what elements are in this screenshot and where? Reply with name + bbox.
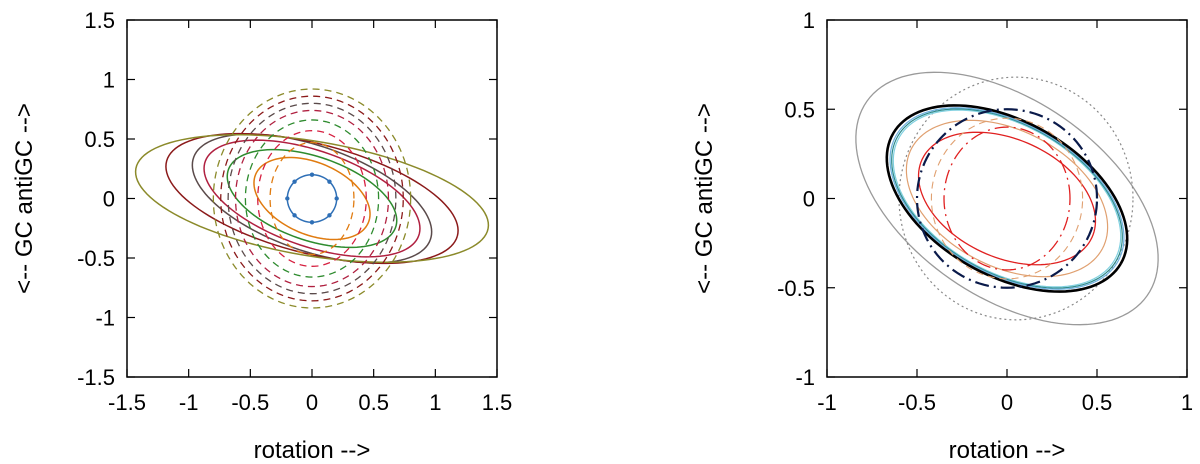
x-tick-label: 1 (429, 390, 441, 415)
y-tick-label: -1 (95, 306, 115, 331)
x-tick-label: 1 (1181, 390, 1193, 415)
right-panel: -1 -0.5 0 0.5 1 -1 -0.5 0 0.5 1 rotation --> <-- GC… (691, 8, 1193, 464)
series-marker (292, 179, 297, 184)
series-curve-4 (889, 107, 1125, 290)
x-tick-label: -1 (179, 390, 199, 415)
series-curve-8 (915, 108, 1099, 289)
y-axis-label: <-- GC antiGC --> (11, 103, 38, 294)
series-marker (285, 196, 290, 201)
y-tick-label: 1.5 (84, 8, 115, 33)
series-curve-12 (220, 95, 404, 302)
x-tick-label: -1.5 (108, 390, 146, 415)
y-tick-label: 0.5 (84, 127, 115, 152)
series-marker (327, 179, 332, 184)
x-tick-label: -0.5 (231, 390, 269, 415)
y-tick-label: -0.5 (777, 276, 815, 301)
series-curve-5 (885, 104, 1129, 293)
x-tick-label: 0 (306, 390, 318, 415)
x-axis-label: rotation --> (254, 437, 371, 464)
x-tick-label: 1.5 (482, 390, 513, 415)
plot-frame (126, 19, 498, 378)
series-marker (327, 213, 332, 218)
y-tick-label: 0.5 (784, 97, 815, 122)
series-curve-10 (930, 117, 1084, 280)
y-tick-label: 1 (103, 68, 115, 93)
y-tick-label: 1 (803, 8, 815, 33)
left-panel: -1.5 -1 -0.5 0 0.5 1 1.5 -1.5 -1 -0.5 0 0.5 1 1.5 rota… (11, 8, 512, 464)
y-tick-label: 0 (803, 187, 815, 212)
series-curve-1 (898, 76, 1134, 321)
series-curve-9 (943, 126, 1071, 271)
x-tick-label: 0.5 (358, 390, 389, 415)
series-curve-7 (269, 141, 355, 256)
series-curve-0 (855, 71, 1159, 326)
x-tick-label: 0.5 (1082, 390, 1113, 415)
series-curve-11 (227, 102, 397, 295)
series-curve-7 (917, 131, 1097, 266)
series-marker (292, 213, 297, 218)
series-curve-10 (234, 109, 390, 288)
series-curve-5 (165, 132, 459, 265)
series-curve-6 (134, 134, 490, 263)
series-curve-13 (212, 88, 412, 309)
series-curve-2 (226, 148, 398, 249)
y-tick-label: -0.5 (77, 246, 115, 271)
y-tick-label: -1 (795, 365, 815, 390)
x-axis-label: rotation --> (949, 437, 1066, 464)
x-tick-label: -1 (817, 390, 837, 415)
series-curve-3 (203, 139, 421, 258)
series-marker (309, 172, 315, 177)
series-curve-8 (257, 130, 367, 267)
y-axis-label: <-- GC antiGC --> (691, 103, 718, 294)
y-tick-label: -1.5 (77, 365, 115, 390)
x-tick-label: -0.5 (898, 390, 936, 415)
y-tick-label: 0 (103, 187, 115, 212)
series-marker (309, 220, 315, 225)
series-marker (334, 196, 339, 201)
x-tick-label: 0 (1001, 390, 1013, 415)
series-curve-9 (244, 119, 380, 278)
series-curve-1 (253, 156, 371, 241)
